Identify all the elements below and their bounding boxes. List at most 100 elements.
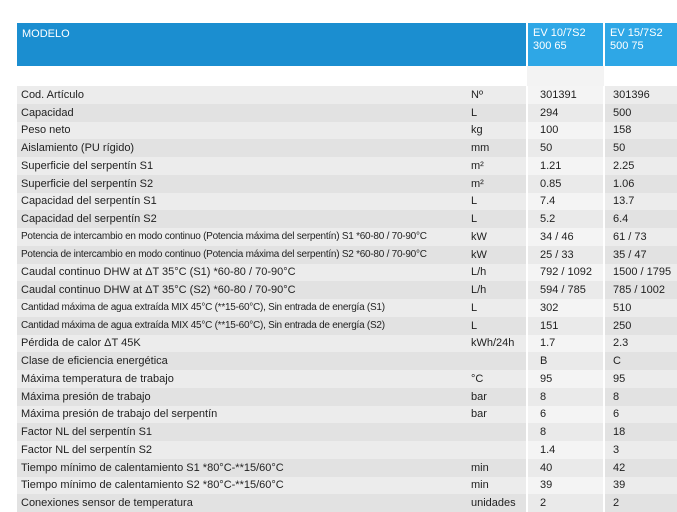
table-row: Tiempo mínimo de calentamiento S1 *80°C-… — [17, 458, 677, 477]
row-value-model-1: 151 — [526, 316, 604, 335]
row-value-model-2: 61 / 73 — [603, 228, 677, 246]
row-unit: bar — [467, 387, 527, 406]
row-value-model-1: 1.21 — [526, 157, 604, 175]
row-unit: kW — [467, 228, 527, 246]
row-label: Capacidad del serpentín S1 — [17, 192, 467, 211]
model-1-line-1: EV 10/7S2 — [533, 27, 586, 39]
row-value-model-2: 18 — [603, 423, 677, 441]
row-unit: kWh/24h — [467, 334, 527, 353]
row-unit — [467, 352, 527, 370]
row-label: Factor NL del serpentín S1 — [17, 423, 467, 441]
row-value-model-2: 500 — [603, 103, 677, 122]
row-value-model-2: 1.06 — [603, 174, 677, 193]
row-value-model-1: 301391 — [526, 86, 604, 104]
table-row: Caudal continuo DHW at ΔT 35°C (S1) *60-… — [17, 263, 677, 282]
row-value-model-2: 2.3 — [603, 334, 677, 353]
table-row: Máxima temperatura de trabajo °C 95 95 — [17, 370, 677, 388]
row-label: Conexiones sensor de temperatura — [17, 494, 467, 512]
row-value-model-2: 510 — [603, 299, 677, 317]
table-row: Capacidad del serpentín S1 L 7.4 13.7 — [17, 192, 677, 211]
row-label: Superficie del serpentín S2 — [17, 174, 467, 193]
table-row: Cantidad máxima de agua extraída MIX 45°… — [17, 316, 677, 335]
row-value-model-2: 158 — [603, 121, 677, 140]
row-unit: L — [467, 210, 527, 228]
row-label: Tiempo mínimo de calentamiento S1 *80°C-… — [17, 458, 467, 477]
row-value-model-1: B — [526, 352, 604, 370]
row-value-model-1: 95 — [526, 370, 604, 388]
row-unit: min — [467, 458, 527, 477]
row-value-model-1: 50 — [526, 139, 604, 157]
table-row: Capacidad del serpentín S2 L 5.2 6.4 — [17, 210, 677, 228]
header-modelo: MODELO — [17, 23, 467, 66]
row-unit: m² — [467, 174, 527, 193]
row-label: Factor NL del serpentín S2 — [17, 441, 467, 459]
row-label: Caudal continuo DHW at ΔT 35°C (S1) *60-… — [17, 263, 467, 282]
row-unit: L — [467, 299, 527, 317]
row-unit: bar — [467, 405, 527, 424]
table-row: Peso neto kg 100 158 — [17, 121, 677, 140]
row-unit: Nº — [467, 86, 527, 104]
row-label: Máxima temperatura de trabajo — [17, 370, 467, 388]
row-value-model-2: 1500 / 1795 — [603, 263, 677, 282]
row-value-model-1: 39 — [526, 476, 604, 495]
table-row: Pérdida de calor ΔT 45K kWh/24h 1.7 2.3 — [17, 334, 677, 353]
row-value-model-1: 1.4 — [526, 441, 604, 459]
table-row: Capacidad L 294 500 — [17, 103, 677, 122]
row-value-model-1: 25 / 33 — [526, 245, 604, 264]
table-row: Tiempo mínimo de calentamiento S2 *80°C-… — [17, 476, 677, 495]
table-row: Caudal continuo DHW at ΔT 35°C (S2) *60-… — [17, 281, 677, 299]
row-value-model-2: 50 — [603, 139, 677, 157]
header-unit — [467, 23, 527, 66]
table-row: Superficie del serpentín S2 m² 0.85 1.06 — [17, 174, 677, 193]
table-row: Cod. Artículo Nº 301391 301396 — [17, 86, 677, 104]
row-value-model-1: 2 — [526, 494, 604, 512]
row-label: Clase de eficiencia energética — [17, 352, 467, 370]
table-row: Clase de eficiencia energética B C — [17, 352, 677, 370]
row-value-model-2: 6.4 — [603, 210, 677, 228]
row-label: Máxima presión de trabajo — [17, 387, 467, 406]
model-2-line-1: EV 15/7S2 — [610, 27, 663, 39]
row-unit — [467, 441, 527, 459]
row-value-model-2: 2 — [603, 494, 677, 512]
row-value-model-2: C — [603, 352, 677, 370]
row-value-model-2: 35 / 47 — [603, 245, 677, 264]
row-value-model-2: 8 — [603, 387, 677, 406]
table-row: Cantidad máxima de agua extraída MIX 45°… — [17, 299, 677, 317]
row-value-model-2: 39 — [603, 476, 677, 495]
row-value-model-2: 42 — [603, 458, 677, 477]
row-value-model-1: 100 — [526, 121, 604, 140]
row-unit: kW — [467, 245, 527, 264]
row-value-model-2: 301396 — [603, 86, 677, 104]
row-value-model-1: 8 — [526, 387, 604, 406]
row-unit: L — [467, 192, 527, 211]
row-unit: L — [467, 103, 527, 122]
row-value-model-2: 250 — [603, 316, 677, 335]
table-row: Potencia de intercambio en modo continuo… — [17, 228, 677, 246]
row-value-model-1: 7.4 — [526, 192, 604, 211]
row-value-model-2: 785 / 1002 — [603, 281, 677, 299]
row-value-model-1: 40 — [526, 458, 604, 477]
row-label: Tiempo mínimo de calentamiento S2 *80°C-… — [17, 476, 467, 495]
row-label: Cantidad máxima de agua extraída MIX 45°… — [17, 299, 467, 317]
row-unit — [467, 423, 527, 441]
row-unit: min — [467, 476, 527, 495]
row-unit: unidades — [467, 494, 527, 512]
row-label: Caudal continuo DHW at ΔT 35°C (S2) *60-… — [17, 281, 467, 299]
row-label: Potencia de intercambio en modo continuo… — [17, 245, 467, 264]
row-label: Capacidad del serpentín S2 — [17, 210, 467, 228]
header-model-2: EV 15/7S2 500 75 — [603, 23, 677, 66]
row-unit: L/h — [467, 263, 527, 282]
row-label: Superficie del serpentín S1 — [17, 157, 467, 175]
row-unit: kg — [467, 121, 527, 140]
row-label: Cantidad máxima de agua extraída MIX 45°… — [17, 316, 467, 335]
row-label: Peso neto — [17, 121, 467, 140]
spec-sheet: MODELO EV 10/7S2 300 65 EV 15/7S2 500 75… — [17, 23, 677, 512]
table-row: Factor NL del serpentín S2 1.4 3 — [17, 441, 677, 459]
row-unit: m² — [467, 157, 527, 175]
row-label: Potencia de intercambio en modo continuo… — [17, 228, 467, 246]
row-value-model-1: 294 — [526, 103, 604, 122]
row-value-model-2: 3 — [603, 441, 677, 459]
table-row: Máxima presión de trabajo bar 8 8 — [17, 387, 677, 406]
model-1-line-2: 300 65 — [533, 40, 567, 52]
row-value-model-1: 8 — [526, 423, 604, 441]
